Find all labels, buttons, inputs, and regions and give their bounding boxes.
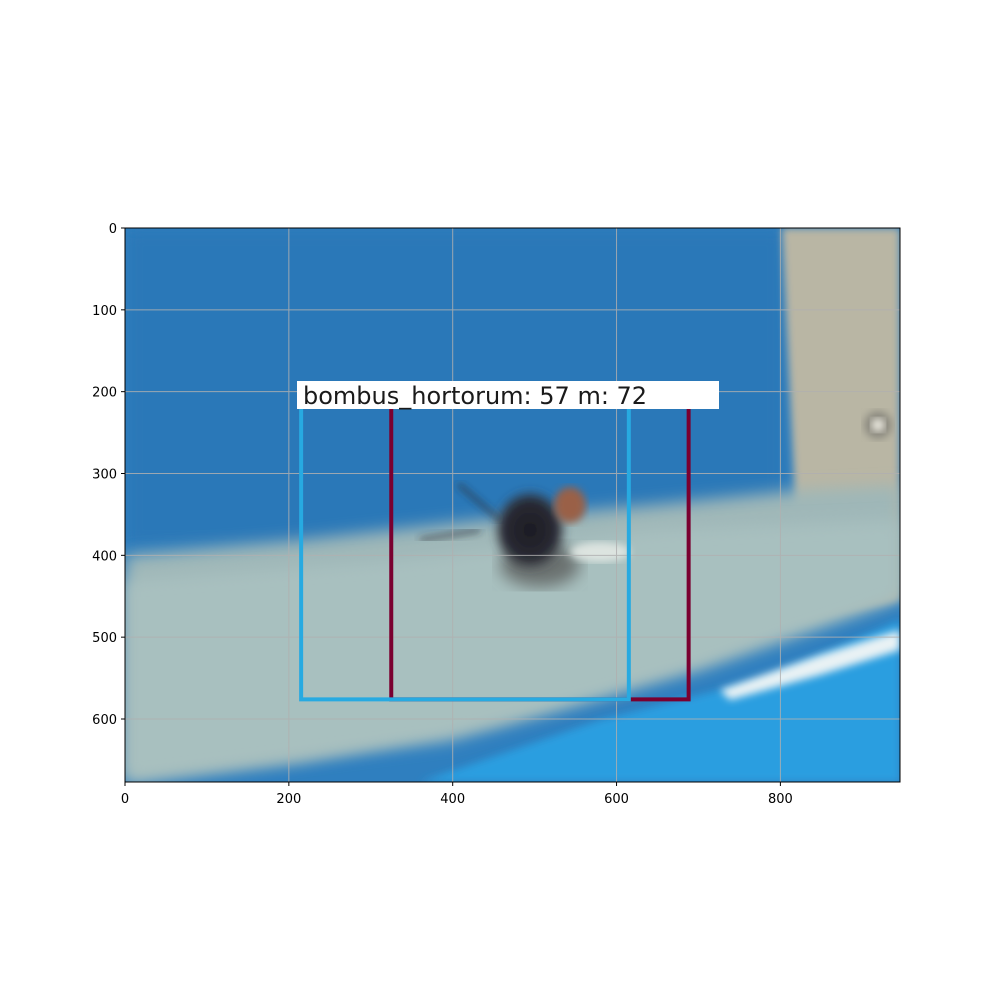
bee: [419, 482, 630, 587]
x-tick-label: 800: [768, 792, 793, 807]
x-tick-label: 200: [276, 792, 301, 807]
x-tick-label: 600: [604, 792, 629, 807]
x-tick-label: 0: [121, 792, 129, 807]
y-axis-ticks: 0 100 200 300 400 500 600: [92, 222, 125, 728]
x-axis-ticks: 0 200 400 600 800: [121, 782, 793, 807]
overlay-label: bombus_hortorum: 57 m: 72: [297, 381, 719, 410]
y-tick-label: 400: [92, 549, 117, 564]
y-tick-label: 100: [92, 304, 117, 319]
detection-boxes: [299, 403, 691, 702]
y-tick-label: 0: [109, 222, 117, 237]
overlay-label-bg: [297, 381, 719, 409]
detection-box-1: [299, 403, 631, 702]
axes-frame: [124, 227, 901, 783]
y-tick-label: 500: [92, 631, 117, 646]
y-tick-label: 300: [92, 467, 117, 482]
overlay-label-text: bombus_hortorum: 57 m: 72: [303, 382, 647, 410]
x-tick-label: 400: [440, 792, 465, 807]
y-tick-label: 200: [92, 386, 117, 401]
y-tick-label: 600: [92, 713, 117, 728]
